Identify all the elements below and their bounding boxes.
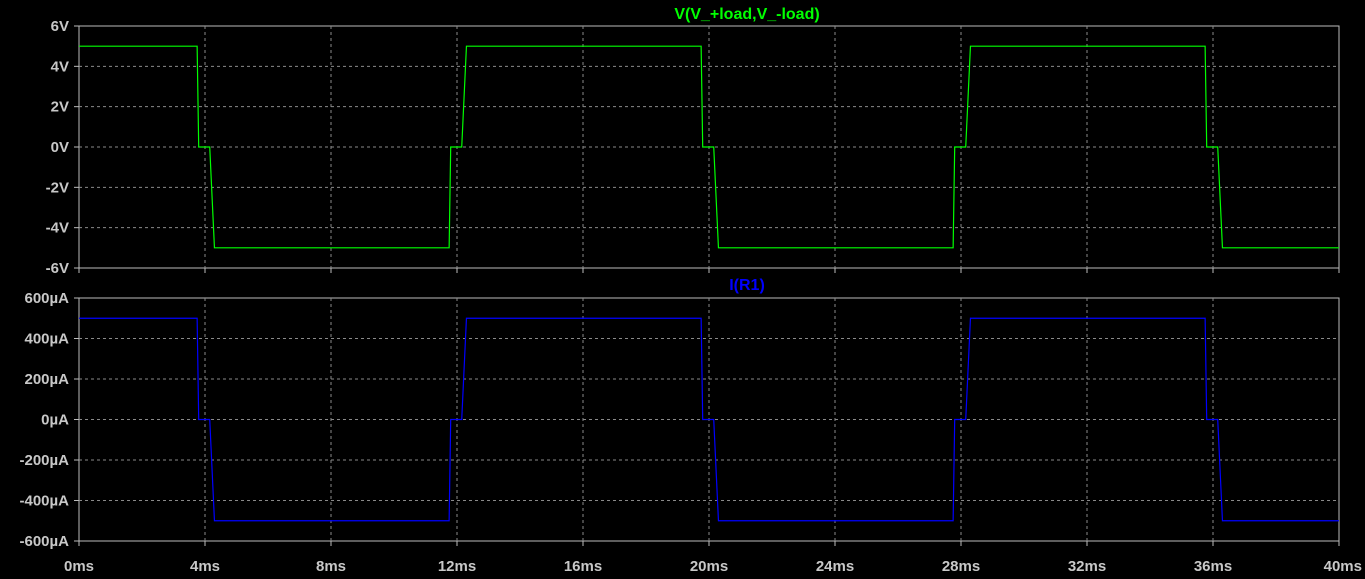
- y-tick-label-2: 600µA: [24, 290, 69, 307]
- y-tick-label-1: 6V: [51, 18, 69, 35]
- y-tick-label-1: 4V: [51, 58, 69, 75]
- series-line-2: [79, 317, 1339, 522]
- x-tick-label: 20ms: [690, 558, 728, 575]
- x-tick-label: 12ms: [438, 558, 476, 575]
- x-tick-label: 28ms: [942, 558, 980, 575]
- y-tick-label-1: -4V: [46, 220, 69, 237]
- x-tick-label: 32ms: [1068, 558, 1106, 575]
- y-tick-label-1: -2V: [46, 179, 69, 196]
- x-tick-label: 8ms: [316, 558, 346, 575]
- x-tick-label: 36ms: [1194, 558, 1232, 575]
- y-tick-label-2: -400µA: [20, 493, 70, 510]
- y-tick-label-1: 2V: [51, 99, 69, 116]
- x-tick-label: 16ms: [564, 558, 602, 575]
- y-tick-label-1: 0V: [51, 139, 69, 156]
- chart-title-1: V(V_+load,V_-load): [674, 6, 819, 23]
- x-tick-label: 0ms: [64, 558, 94, 575]
- y-tick-label-2: -200µA: [20, 452, 70, 469]
- x-tick-label: 40ms: [1324, 558, 1362, 575]
- y-tick-label-1: -6V: [46, 260, 69, 277]
- chart-title-2: I(R1): [729, 277, 765, 294]
- x-tick-label: 24ms: [816, 558, 854, 575]
- x-tick-label: 4ms: [190, 558, 220, 575]
- y-tick-label-2: 200µA: [24, 371, 69, 388]
- y-tick-label-2: 400µA: [24, 331, 69, 348]
- series-line-1: [79, 45, 1339, 249]
- y-tick-label-2: 0µA: [41, 412, 69, 429]
- y-tick-label-2: -600µA: [20, 533, 70, 550]
